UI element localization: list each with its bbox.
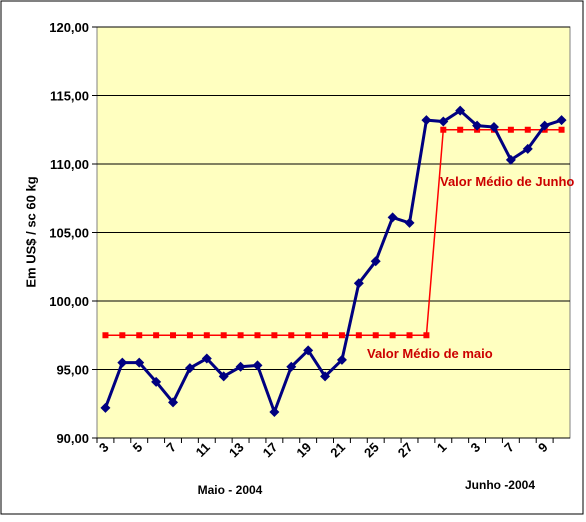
data-point: [404, 217, 415, 228]
data-point: [237, 332, 244, 339]
data-point: [254, 332, 261, 339]
data-point: [556, 115, 567, 126]
data-point: [303, 345, 314, 356]
x-group-label: Maio - 2004: [198, 483, 263, 497]
data-point: [286, 361, 297, 372]
data-point: [505, 154, 516, 165]
data-point: [235, 361, 246, 372]
y-tick-label: 120,00: [49, 20, 89, 35]
data-point: [355, 332, 362, 339]
x-group-label: Junho -2004: [465, 478, 535, 492]
data-point: [472, 120, 483, 131]
data-point: [320, 371, 331, 382]
data-point: [119, 332, 126, 339]
data-point: [370, 256, 381, 267]
y-tick-label: 95,00: [56, 363, 89, 378]
data-point: [269, 406, 280, 417]
data-point: [372, 332, 379, 339]
series-line: [105, 129, 562, 336]
data-point: [186, 332, 193, 339]
data-point: [136, 332, 143, 339]
data-point: [539, 120, 550, 131]
annotation: Valor Médio de maio: [367, 346, 493, 361]
data-point: [438, 116, 449, 127]
data-point: [203, 332, 210, 339]
data-point: [336, 354, 347, 365]
data-point: [558, 126, 565, 133]
data-point: [507, 126, 514, 133]
y-tick-label: 90,00: [56, 431, 89, 446]
data-point: [338, 332, 345, 339]
annotation: Valor Médio de Junho: [440, 174, 574, 189]
series-line: [104, 108, 563, 417]
data-point: [151, 376, 162, 387]
data-point: [201, 353, 212, 364]
y-tick-label: 105,00: [49, 226, 89, 241]
data-point: [440, 126, 447, 133]
data-point: [389, 332, 396, 339]
data-point: [153, 332, 160, 339]
data-point: [218, 371, 229, 382]
data-point: [184, 363, 195, 374]
data-point: [305, 332, 312, 339]
data-point: [322, 332, 329, 339]
data-point: [168, 397, 179, 408]
data-point: [252, 360, 263, 371]
data-point: [455, 105, 466, 116]
data-point: [524, 126, 531, 133]
data-point: [117, 357, 128, 368]
data-point: [522, 143, 533, 154]
data-point: [406, 332, 413, 339]
data-point: [457, 126, 464, 133]
data-point: [353, 278, 364, 289]
data-point: [102, 332, 109, 339]
y-axis-label: Em US$ / sc 60 kg: [23, 176, 38, 287]
data-point: [100, 402, 111, 413]
data-point: [271, 332, 278, 339]
data-point: [421, 115, 432, 126]
data-point: [387, 212, 398, 223]
data-point: [220, 332, 227, 339]
data-point: [170, 332, 177, 339]
data-point: [488, 122, 499, 133]
y-tick-label: 115,00: [50, 89, 89, 104]
data-point: [288, 332, 295, 339]
y-tick-label: 100,00: [49, 294, 89, 309]
data-point: [134, 357, 145, 368]
data-point: [423, 332, 430, 339]
y-tick-label: 110,00: [50, 157, 89, 172]
